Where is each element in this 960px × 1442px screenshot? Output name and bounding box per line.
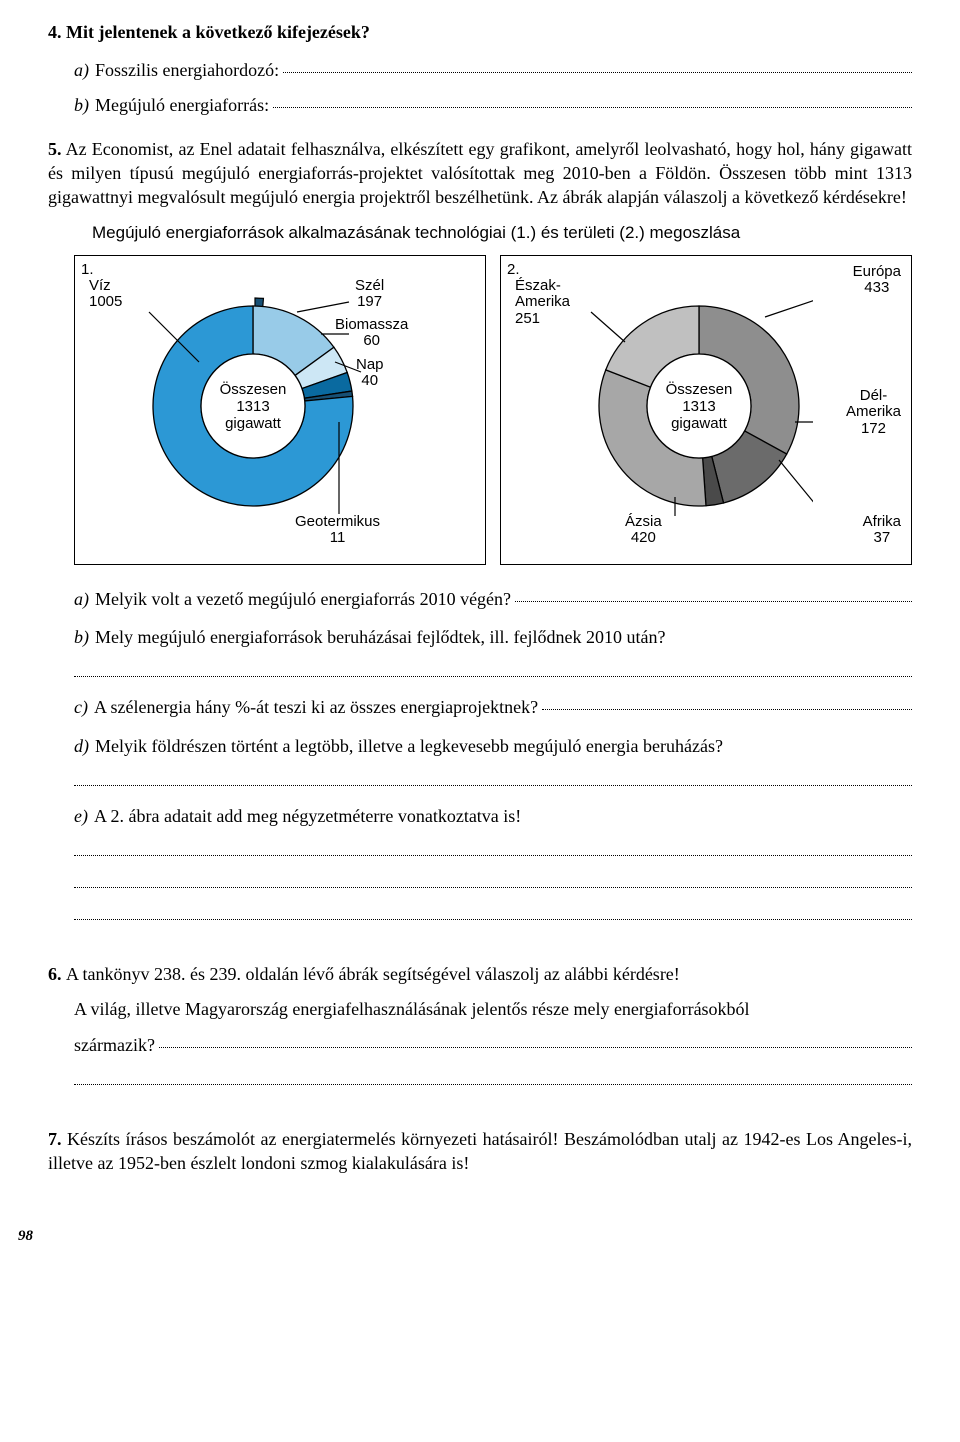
val-afrika: 37 [863, 530, 901, 547]
q7-number: 7. [48, 1129, 62, 1149]
chart-2-box: 2. Összesen1313gigawatt Európa 433 Dél- … [500, 255, 912, 565]
lbl-europa: Európa [853, 264, 901, 281]
lbl-szel: Szél [355, 278, 384, 295]
q4-a-label: a) [74, 58, 89, 82]
chart-1-box: 1. Összesen1313gigawatt Víz 1005 Szél 19… [74, 255, 486, 565]
lbl-eszak1: Észak- [515, 278, 570, 295]
lbl-afrika: Afrika [863, 514, 901, 531]
q5-b-blank[interactable] [74, 663, 912, 677]
q5-e-label: e) [74, 804, 88, 828]
q5-a: a) Melyik volt a vezető megújuló energia… [74, 587, 912, 611]
q5-d-label: d) [74, 734, 89, 758]
donut-center-text: 1313 [682, 398, 715, 415]
q6-number: 6. [48, 964, 62, 984]
q5-b: b) Mely megújuló energiaforrások beruház… [74, 625, 912, 649]
lbl-bio: Biomassza [335, 317, 408, 334]
q5-e: e) A 2. ábra adatait add meg négyzetméte… [74, 804, 912, 828]
page-number: 98 [18, 1226, 912, 1246]
q4-b-text: Megújuló energiaforrás: [95, 93, 269, 117]
q5-number: 5. [48, 139, 62, 159]
q4-b-label: b) [74, 93, 89, 117]
q5-b-text: Mely megújuló energiaforrások beruházása… [95, 625, 665, 649]
q6-body1: A világ, illetve Magyarország energiafel… [74, 997, 912, 1021]
q6-body2: származik? [74, 1033, 155, 1057]
q6-blank-1[interactable] [159, 1047, 912, 1048]
q6-text: A tankönyv 238. és 239. oldalán lévő ábr… [66, 964, 680, 984]
donut-center-text: Összesen [666, 380, 733, 398]
q6-blank-2[interactable] [74, 1071, 912, 1085]
q4-number: 4. [48, 22, 62, 42]
donut-center-text: gigawatt [671, 415, 728, 432]
q5-e-blank-3[interactable] [74, 906, 912, 920]
q5-a-text: Melyik volt a vezető megújuló energiafor… [95, 587, 511, 611]
q5-d: d) Melyik földrészen történt a legtöbb, … [74, 734, 912, 758]
lbl-viz: Víz [89, 278, 122, 295]
q4-a-blank[interactable] [283, 72, 912, 73]
lbl-delam1: Dél- [846, 388, 901, 405]
q4-text: Mit jelentenek a következő kifejezések? [66, 22, 370, 42]
q4-b: b) Megújuló energiaforrás: [74, 93, 912, 117]
q4-b-blank[interactable] [273, 107, 912, 108]
q6-block: 6. A tankönyv 238. és 239. oldalán lévő … [48, 962, 912, 1085]
q5-block: 5. Az Economist, az Enel adatait felhasz… [48, 137, 912, 920]
q6-heading: 6. A tankönyv 238. és 239. oldalán lévő … [48, 962, 912, 986]
val-europa: 433 [853, 280, 901, 297]
val-bio: 60 [335, 333, 408, 350]
q5-a-blank[interactable] [515, 601, 912, 602]
val-nap: 40 [356, 373, 384, 390]
val-geo: 11 [295, 530, 380, 547]
q5-e-text: A 2. ábra adatait add meg négyzetméterre… [94, 804, 521, 828]
q5-c-label: c) [74, 695, 88, 719]
chart-caption: Megújuló energiaforrások alkalmazásának … [92, 222, 912, 245]
q5-b-label: b) [74, 625, 89, 649]
q4-heading: 4. Mit jelentenek a következő kifejezése… [48, 20, 912, 44]
charts-row: 1. Összesen1313gigawatt Víz 1005 Szél 19… [74, 255, 912, 565]
lbl-eszak2: Amerika [515, 294, 570, 311]
lbl-geo: Geotermikus [295, 514, 380, 531]
q5-e-blank-1[interactable] [74, 842, 912, 856]
q5-intro: Az Economist, az Enel adatait felhasznál… [48, 139, 912, 208]
lbl-azsia: Ázsia [625, 514, 662, 531]
q7-block: 7. Készíts írásos beszámolót az energiat… [48, 1127, 912, 1176]
q5-c-text: A szélenergia hány %-át teszi ki az össz… [94, 695, 538, 719]
lbl-nap: Nap [356, 357, 384, 374]
q5-c-blank[interactable] [542, 709, 912, 710]
val-viz: 1005 [89, 294, 122, 311]
q5-intro-wrap: 5. Az Economist, az Enel adatait felhasz… [48, 137, 912, 210]
lbl-delam2: Amerika [846, 404, 901, 421]
q7-text: Készíts írásos beszámolót az energiaterm… [48, 1129, 912, 1173]
q4-a: a) Fosszilis energiahordozó: [74, 58, 912, 82]
q6-body2-row: származik? [74, 1033, 912, 1057]
q5-d-text: Melyik földrészen történt a legtöbb, ill… [95, 734, 723, 758]
val-azsia: 420 [625, 530, 662, 547]
val-eszak: 251 [515, 311, 570, 328]
q4-a-text: Fosszilis energiahordozó: [95, 58, 279, 82]
q5-a-label: a) [74, 587, 89, 611]
q5-e-blank-2[interactable] [74, 874, 912, 888]
val-szel: 197 [355, 294, 384, 311]
q5-c: c) A szélenergia hány %-át teszi ki az ö… [74, 695, 912, 719]
val-delam: 172 [846, 421, 901, 438]
q5-d-blank[interactable] [74, 772, 912, 786]
